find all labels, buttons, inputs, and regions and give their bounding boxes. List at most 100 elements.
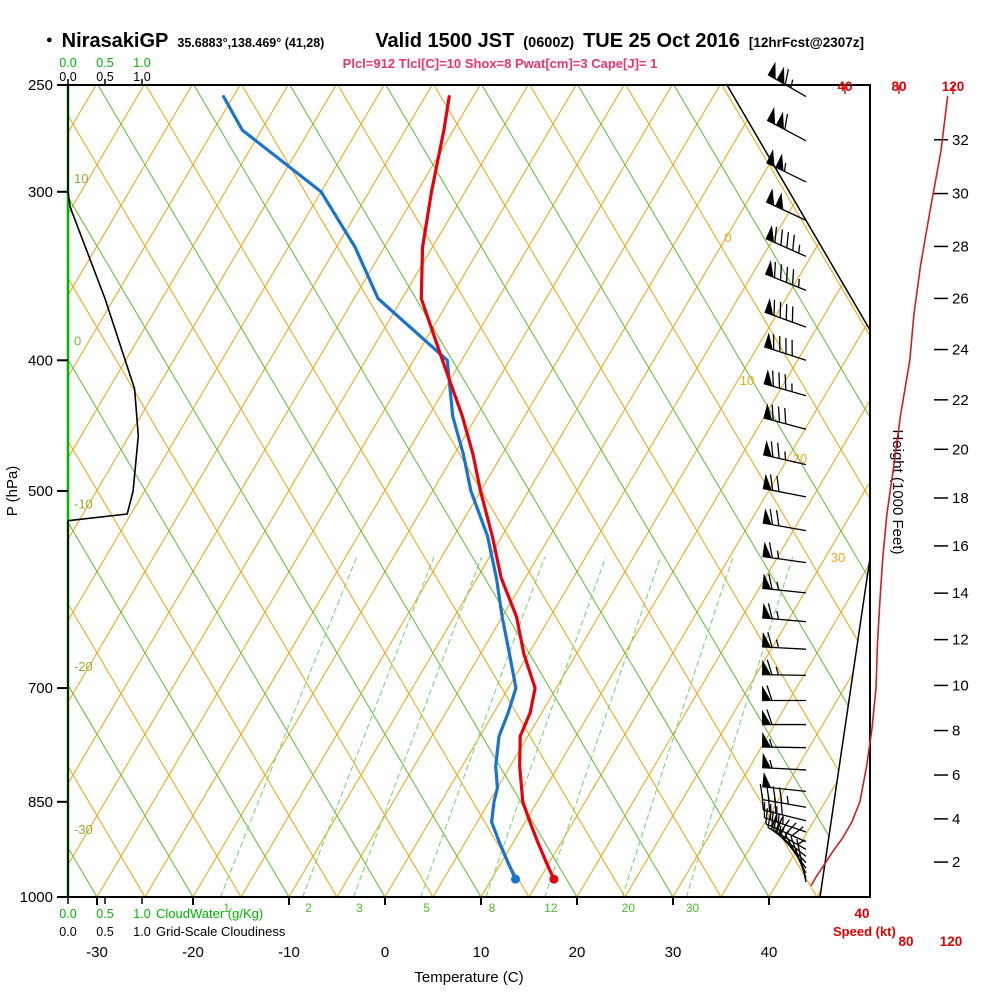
cloudwater-label: CloudWater (g/Kg): [156, 906, 263, 921]
svg-text:120: 120: [942, 79, 965, 94]
sounding-parameters: Plcl=912 Tlcl[C]=10 Shox=8 Pwat[cm]=3 Ca…: [342, 56, 658, 71]
height-axis-title: Height (1000 Feet): [889, 429, 906, 554]
svg-text:120: 120: [940, 934, 963, 949]
svg-text:10: 10: [952, 677, 969, 694]
svg-text:0.0: 0.0: [59, 925, 76, 939]
pressure-axis-title: P (hPa): [4, 466, 21, 517]
speed-axis-title: Speed (kt): [833, 924, 896, 939]
svg-text:500: 500: [28, 483, 53, 500]
skewt-lattice: [68, 85, 870, 897]
svg-text:1.0: 1.0: [133, 925, 150, 939]
svg-text:1: 1: [223, 901, 230, 915]
valid-date: TUE 25 Oct 2016: [583, 30, 740, 52]
valid-time-z: (0600Z): [523, 35, 575, 51]
svg-text:400: 400: [28, 352, 53, 369]
dewpoint-curve: [222, 94, 521, 884]
svg-text:0: 0: [74, 334, 81, 349]
svg-text:8: 8: [952, 723, 960, 740]
svg-text:1.0: 1.0: [133, 56, 150, 70]
svg-text:0.0: 0.0: [59, 56, 76, 70]
svg-text:-10: -10: [74, 496, 93, 511]
svg-text:28: 28: [952, 238, 969, 255]
svg-text:300: 300: [28, 184, 53, 201]
cloud-scale-axes: 0.00.00.00.00.50.50.50.51.01.01.01.0Clou…: [59, 56, 286, 939]
svg-text:20: 20: [569, 944, 586, 961]
cloudiness-curve: [67, 84, 140, 898]
svg-text:40: 40: [854, 906, 869, 921]
svg-text:850: 850: [28, 794, 53, 811]
svg-text:12: 12: [952, 632, 969, 649]
svg-text:22: 22: [952, 392, 969, 409]
temperature-curve: [419, 94, 559, 884]
svg-text:30: 30: [665, 944, 682, 961]
moist-adiabat-lines: [68, 85, 870, 897]
svg-text:3: 3: [356, 901, 363, 915]
svg-text:0.5: 0.5: [96, 907, 113, 921]
svg-text:24: 24: [952, 342, 969, 359]
svg-text:10: 10: [740, 373, 754, 388]
svg-text:32: 32: [952, 132, 969, 149]
svg-text:0: 0: [381, 944, 389, 961]
svg-text:6: 6: [952, 767, 960, 784]
svg-text:-20: -20: [182, 944, 204, 961]
station-marker-icon: ●: [46, 34, 53, 46]
svg-text:0.5: 0.5: [96, 70, 113, 84]
svg-text:10: 10: [74, 171, 88, 186]
svg-text:20: 20: [622, 901, 636, 915]
isotherm-lines: [68, 85, 870, 897]
svg-text:10: 10: [473, 944, 490, 961]
svg-text:-30: -30: [74, 822, 93, 837]
svg-text:-10: -10: [278, 944, 300, 961]
dry-adiabat-lines: [68, 85, 870, 897]
svg-text:0: 0: [724, 230, 731, 245]
svg-text:4: 4: [952, 811, 960, 828]
svg-text:80: 80: [898, 934, 913, 949]
svg-text:0.5: 0.5: [96, 56, 113, 70]
svg-text:20: 20: [952, 441, 969, 458]
svg-text:5: 5: [423, 901, 430, 915]
svg-text:80: 80: [891, 79, 906, 94]
svg-text:-30: -30: [86, 944, 108, 961]
station-name: NirasakiGP: [61, 30, 169, 52]
title-bar: ● NirasakiGP 35.6883°,138.469° (41,28) V…: [46, 30, 996, 53]
svg-text:-20: -20: [74, 659, 93, 674]
svg-text:1000: 1000: [20, 889, 53, 906]
svg-text:40: 40: [837, 79, 852, 94]
svg-text:1.0: 1.0: [133, 70, 150, 84]
svg-text:2: 2: [952, 854, 960, 871]
svg-text:40: 40: [761, 944, 778, 961]
speed-curve: [810, 95, 949, 887]
wind-barbs: [759, 61, 807, 883]
svg-text:0.5: 0.5: [96, 925, 113, 939]
mixing-ratio-lines: [220, 556, 794, 897]
valid-time: Valid 1500 JST: [375, 30, 515, 52]
pressure-axis: 250 300 400 500 700 850 1000 P (hPa): [4, 77, 68, 906]
svg-text:2: 2: [305, 901, 312, 915]
svg-text:8: 8: [489, 901, 496, 915]
svg-text:30: 30: [952, 186, 969, 203]
svg-text:700: 700: [28, 680, 53, 697]
svg-text:16: 16: [952, 538, 969, 555]
station-coords: 35.6883°,138.469° (41,28): [177, 36, 325, 50]
temperature-axis-title: Temperature (C): [414, 969, 523, 986]
temperature-axis: -30 -20 -10 0 10 20 30 40 Temperature (C): [86, 897, 777, 986]
svg-text:30: 30: [686, 901, 700, 915]
svg-text:0.0: 0.0: [59, 907, 76, 921]
temperature-surface-dot: [549, 874, 559, 884]
svg-text:1.0: 1.0: [133, 907, 150, 921]
svg-text:250: 250: [28, 77, 53, 94]
svg-text:26: 26: [952, 290, 969, 307]
forecast-tag: [12hrFcst@2307z]: [748, 35, 865, 50]
svg-text:14: 14: [952, 585, 969, 602]
svg-text:0.0: 0.0: [59, 70, 76, 84]
cloudiness-label: Grid-Scale Cloudiness: [156, 924, 286, 939]
dewpoint-surface-dot: [511, 874, 521, 884]
svg-text:12: 12: [544, 901, 558, 915]
svg-text:18: 18: [952, 490, 969, 507]
svg-text:30: 30: [831, 550, 845, 565]
plot-frame: [66, 84, 871, 898]
